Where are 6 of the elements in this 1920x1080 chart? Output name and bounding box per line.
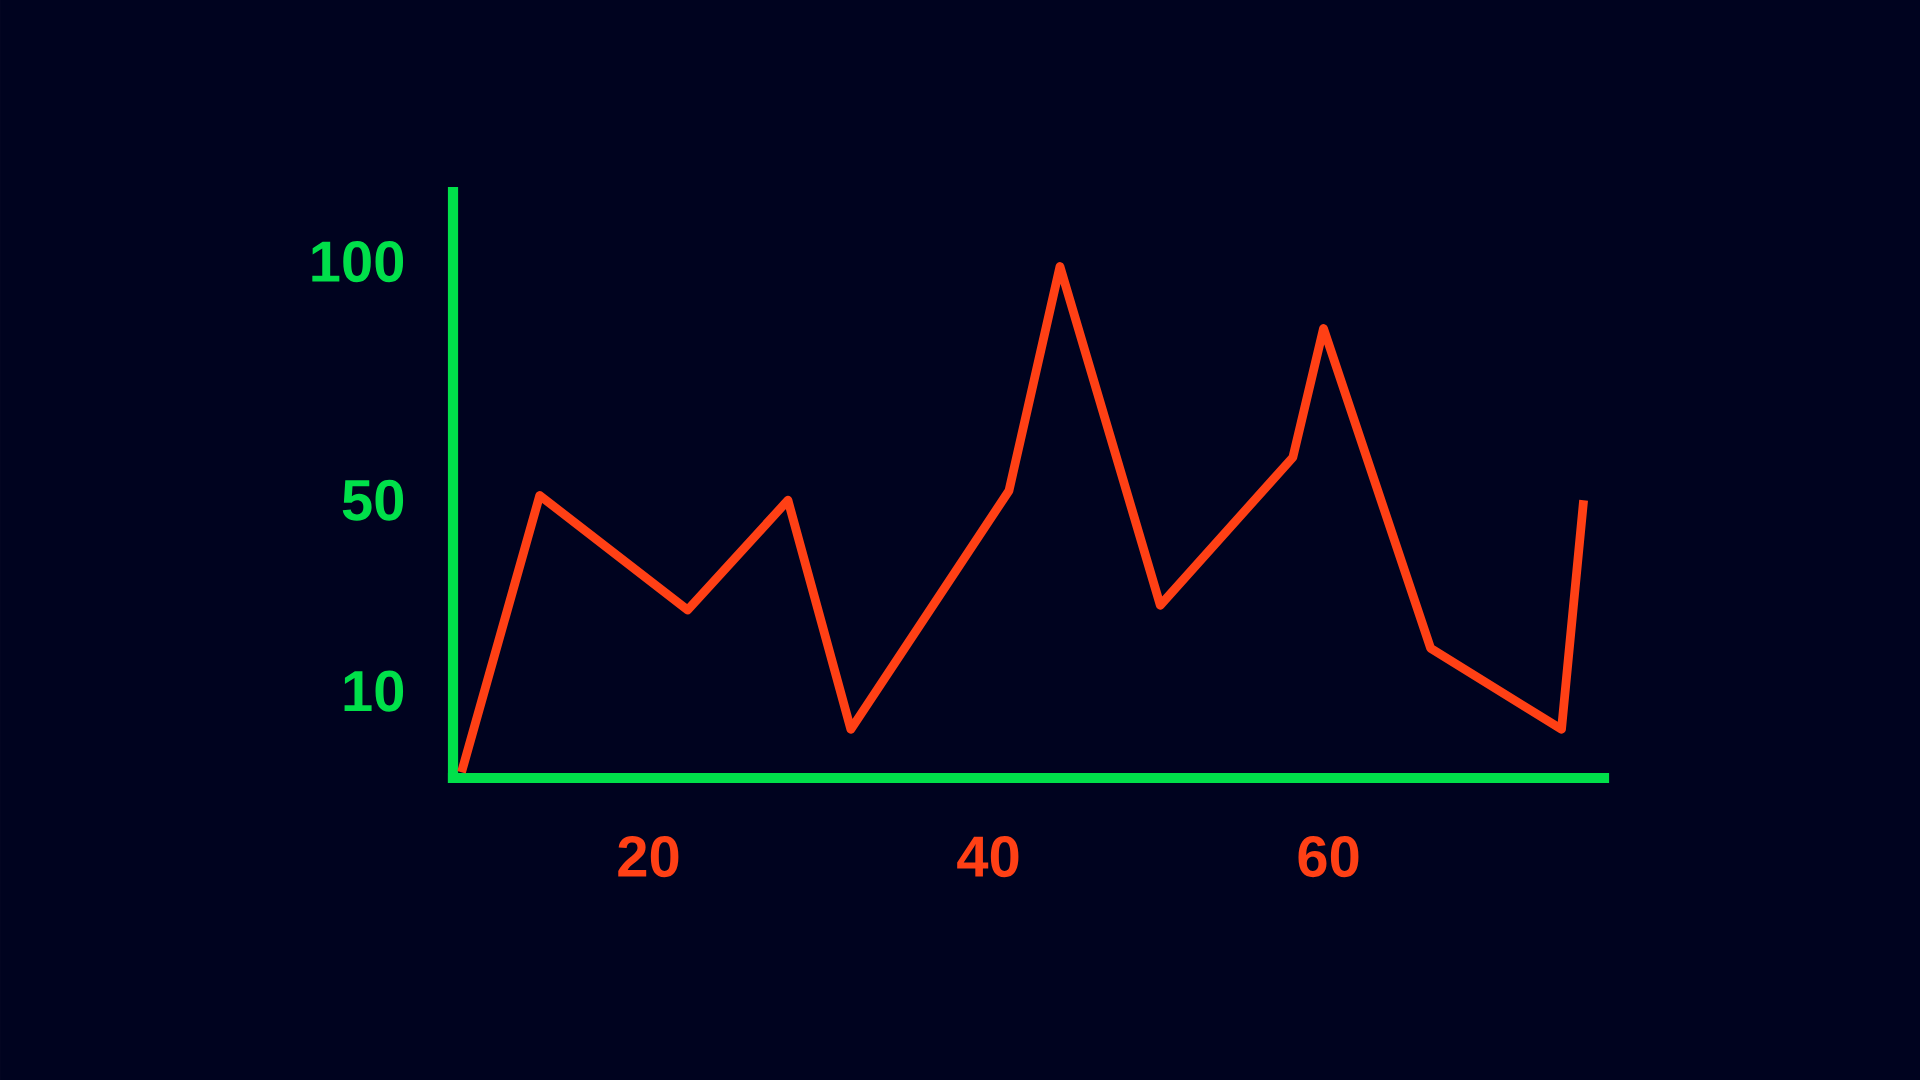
x-tick-label: 40 <box>957 836 1019 878</box>
y-tick-label: 100 <box>312 241 404 283</box>
x-tick-label: 20 <box>618 836 679 878</box>
x-tick-label: 60 <box>1298 836 1359 878</box>
y-tick-label: 50 <box>342 479 404 521</box>
y-tick-label: 10 <box>344 670 404 712</box>
